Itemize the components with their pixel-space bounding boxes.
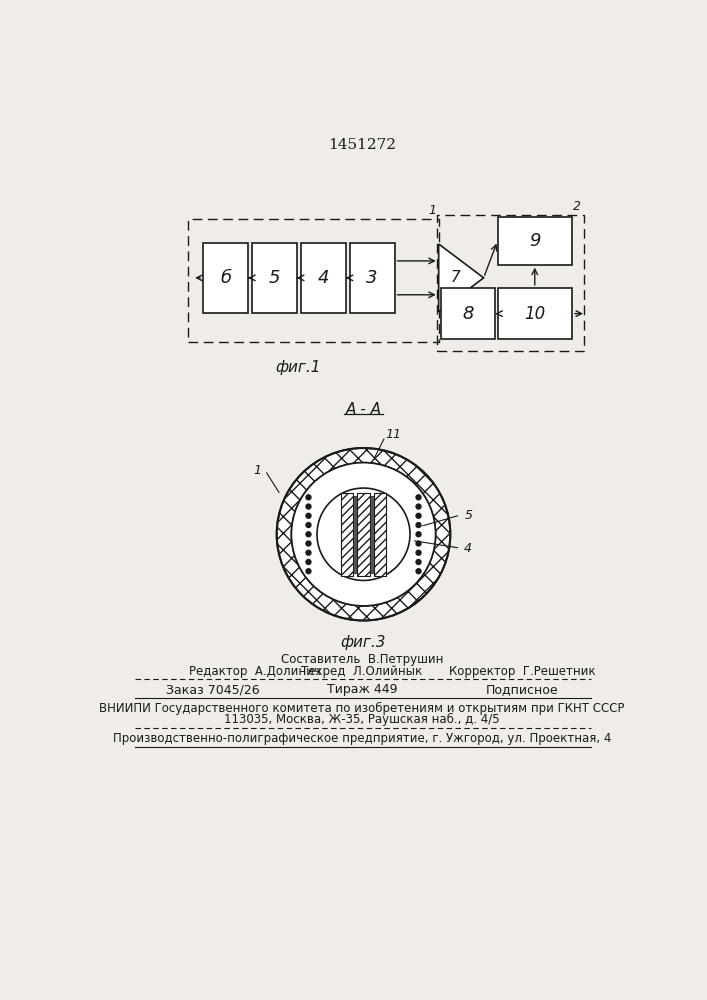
Bar [498,288,572,339]
Text: 3: 3 [366,269,378,287]
Text: 2: 2 [573,200,581,213]
Circle shape [416,541,421,546]
Text: 113035, Москва, Ж-35, Раушская наб., д. 4/5: 113035, Москва, Ж-35, Раушская наб., д. … [224,713,500,726]
Text: 5: 5 [269,269,280,287]
Text: A - A: A - A [346,402,382,417]
Circle shape [306,532,311,537]
Text: 9: 9 [529,232,541,250]
Text: фиг.1: фиг.1 [275,360,320,375]
Circle shape [306,504,311,509]
Bar [341,493,354,576]
Text: фиг.3: фиг.3 [341,635,386,650]
Circle shape [306,560,311,564]
Circle shape [416,560,421,564]
Text: Редактор  А.Долинич: Редактор А.Долинич [189,665,321,678]
Text: 11: 11 [385,428,401,441]
Text: б: б [220,269,231,287]
Circle shape [291,463,436,606]
Text: Техред  Л.Олийнык: Техред Л.Олийнык [301,665,423,678]
Bar [370,496,373,573]
Text: 10: 10 [524,305,545,323]
Text: 5: 5 [464,509,472,522]
Bar [354,496,357,573]
Text: Заказ 7045/26: Заказ 7045/26 [166,683,259,696]
Bar [349,243,395,312]
Circle shape [306,523,311,527]
Bar [498,217,572,265]
Circle shape [306,550,311,555]
Text: 7: 7 [451,270,460,285]
Text: Производственно-полиграфическое предприятие, г. Ужгород, ул. Проектная, 4: Производственно-полиграфическое предприя… [112,732,611,745]
Text: 8: 8 [462,305,474,323]
Text: Подписное: Подписное [486,683,559,696]
Bar [252,243,297,312]
Circle shape [317,488,410,580]
Bar [441,288,495,339]
Bar [203,243,248,312]
Text: Тираж 449: Тираж 449 [327,683,397,696]
Text: Корректор  Г.Решетник: Корректор Г.Решетник [449,665,596,678]
Circle shape [306,513,311,518]
Circle shape [306,541,311,546]
Bar [300,243,346,312]
Circle shape [416,495,421,500]
Text: 4: 4 [464,542,472,555]
Circle shape [416,504,421,509]
Text: 4: 4 [317,269,329,287]
Bar [187,219,440,342]
Polygon shape [438,244,484,312]
Circle shape [306,569,311,574]
Bar [437,215,585,351]
Circle shape [306,495,311,500]
Text: ВНИИПИ Государственного комитета по изобретениям и открытиям при ГКНТ СССР: ВНИИПИ Государственного комитета по изоб… [99,702,625,715]
Text: 1: 1 [428,204,436,217]
Text: Составитель  В.Петрушин: Составитель В.Петрушин [281,652,443,666]
Bar [357,493,370,576]
Bar [373,493,386,576]
Circle shape [416,569,421,574]
Circle shape [416,523,421,527]
Text: 1451272: 1451272 [328,138,396,152]
Circle shape [416,550,421,555]
Circle shape [416,532,421,537]
Circle shape [416,513,421,518]
Text: 1: 1 [253,464,261,477]
